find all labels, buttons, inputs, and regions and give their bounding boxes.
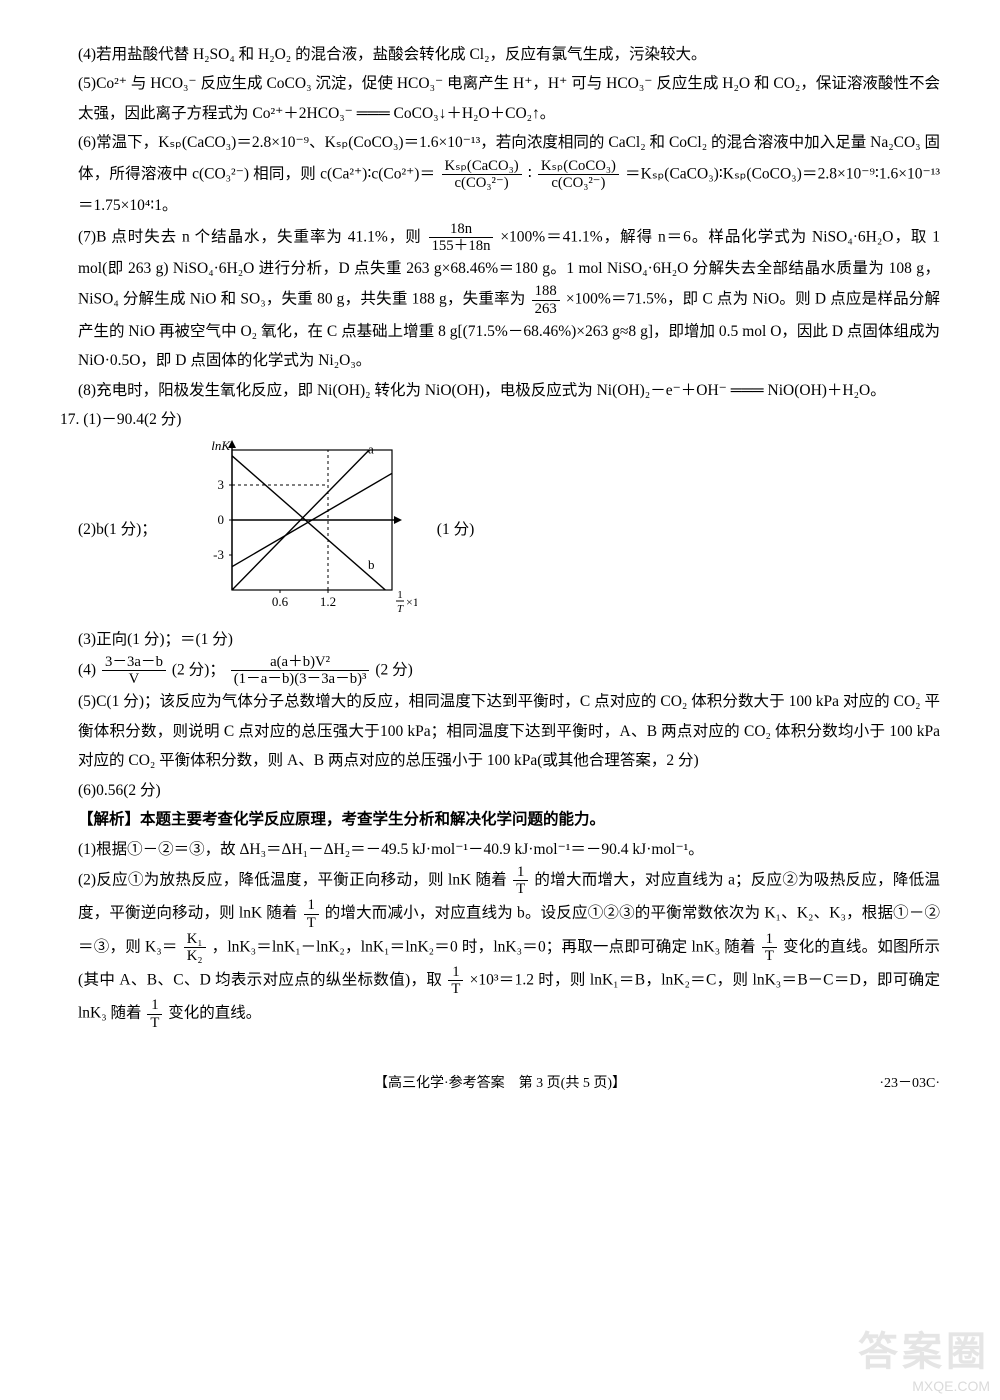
frac-18n: 18n155＋18n (429, 221, 494, 254)
svg-text:lnK: lnK (211, 438, 231, 453)
frac-ksp-co: Kₛₚ(CoCO₃)c(CO₃²⁻) (538, 158, 619, 191)
frac-K1K2: K₁K₂ (184, 931, 206, 964)
lnk-chart: a b -3 0 3 0.6 1.2 lnK 1 T×10³/K (177, 435, 417, 625)
svg-text:0: 0 (217, 512, 224, 527)
text: (7)B 点时失去 n 个结晶水，失重率为 41.1%，则 (78, 228, 422, 245)
text: 变化的直线。 (168, 1005, 261, 1022)
svg-text:0.6: 0.6 (272, 594, 289, 609)
para-4: (4)若用盐酸代替 H₂SO₄ 和 H₂O₂ 的混合液，盐酸会转化成 Cl₂，反… (60, 40, 940, 69)
svg-text:1: 1 (397, 589, 403, 601)
q17-1: 17. (1)－90.4(2 分) (60, 405, 940, 434)
q17-6: (6)0.56(2 分) (60, 776, 940, 805)
frac-q4-1: 3－3a－bV (102, 654, 166, 687)
frac-q4-2: a(a＋b)V²(1－a－b)(3－3a－b)³ (231, 654, 370, 687)
text: ，lnK₃＝lnK₁－lnK₂，lnK₁＝lnK₂＝0 时，lnK₃＝0；再取一… (212, 938, 756, 955)
q17-2-row: (2)b(1 分)； a b -3 0 3 0.6 1.2 lnK 1 T×10³/K (1 分) (60, 435, 940, 625)
text: (2)反应①为放热反应，降低温度，平衡正向移动，则 lnK 随着 (78, 871, 507, 888)
para-6: (6)常温下，Kₛₚ(CaCO₃)＝2.8×10⁻⁹、Kₛₚ(CoCO₃)＝1.… (60, 128, 940, 220)
frac-1T-b: 1T (304, 897, 319, 930)
text: (2 分) (375, 661, 412, 678)
frac-1T-d: 1T (448, 964, 463, 997)
q17-3: (3)正向(1 分)；＝(1 分) (60, 625, 940, 654)
frac-ksp-ca: Kₛₚ(CaCO₃)c(CO₃²⁻) (442, 158, 522, 191)
frac-1T-e: 1T (147, 997, 162, 1030)
para-7: (7)B 点时失去 n 个结晶水，失重率为 41.1%，则 18n155＋18n… (60, 221, 940, 376)
frac-1T-a: 1T (513, 864, 528, 897)
footer-center: 【高三化学·参考答案 第 3 页(共 5 页)】 (374, 1076, 626, 1091)
watermark-small: MXQE.COM (912, 1373, 990, 1400)
para-5: (5)Co²⁺ 与 HCO₃⁻ 反应生成 CoCO₃ 沉淀，促使 HCO₃⁻ 电… (60, 69, 940, 128)
frac-1T-c: 1T (762, 931, 777, 964)
text: (4) (78, 661, 96, 678)
svg-text:3: 3 (217, 477, 224, 492)
analysis-1: (1)根据①－②＝③，故 ΔH₃＝ΔH₁－ΔH₂＝－49.5 kJ·mol⁻¹－… (60, 835, 940, 864)
analysis-title: 【解析】本题主要考查化学反应原理，考查学生分析和解决化学问题的能力。 (60, 805, 940, 834)
analysis-2: (2)反应①为放热反应，降低温度，平衡正向移动，则 lnK 随着 1T 的增大而… (60, 864, 940, 1031)
footer-right: ·23－03C· (879, 1071, 940, 1098)
q17-4: (4) 3－3a－bV (2 分)； a(a＋b)V²(1－a－b)(3－3a－… (60, 654, 940, 687)
para-8: (8)充电时，阳极发生氧化反应，即 Ni(OH)₂ 转化为 NiO(OH)，电极… (60, 376, 940, 405)
svg-text:×10³/K: ×10³/K (406, 595, 417, 609)
q17-2b: (1 分) (437, 515, 474, 544)
svg-text:-3: -3 (213, 547, 224, 562)
page-footer: 【高三化学·参考答案 第 3 页(共 5 页)】 ·23－03C· (60, 1071, 940, 1098)
q17-5: (5)C(1 分)；该反应为气体分子总数增大的反应，相同温度下达到平衡时，C 点… (60, 687, 940, 775)
svg-text:1.2: 1.2 (320, 594, 336, 609)
svg-text:b: b (368, 557, 375, 572)
frac-188-263: 188263 (532, 283, 560, 316)
q17-2a: (2)b(1 分)； (78, 515, 157, 544)
svg-text:T: T (397, 603, 404, 615)
text: (2 分)； (172, 661, 225, 678)
svg-text:a: a (368, 441, 374, 456)
